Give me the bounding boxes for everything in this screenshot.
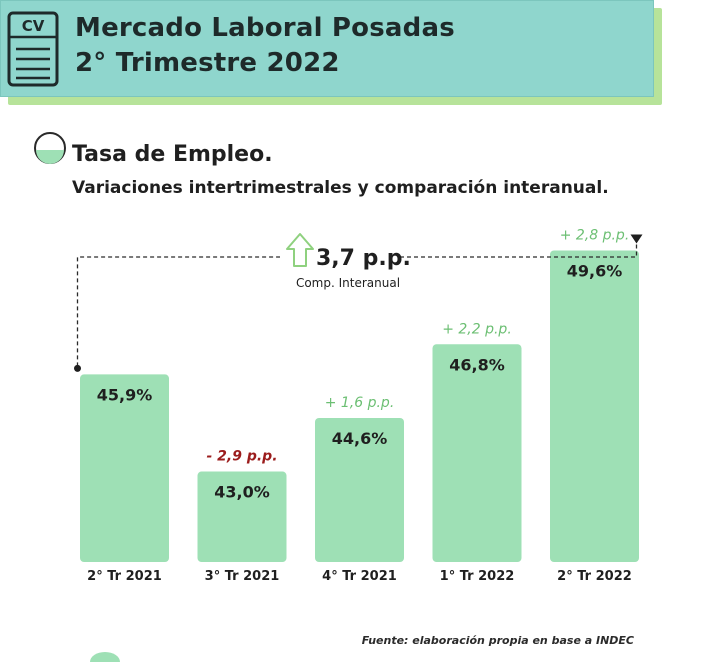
interannual-bracket-right: [400, 238, 638, 258]
bar-value-label-3: 44,6%: [332, 429, 388, 448]
bar-3: [315, 417, 404, 562]
interannual-caption: Comp. Interanual: [296, 276, 400, 290]
bar-value-label-4: 46,8%: [449, 355, 505, 374]
x-tick-label-3: 4° Tr 2021: [322, 569, 397, 584]
bar-value-label-1: 45,9%: [97, 385, 153, 404]
bar-1: [80, 374, 169, 562]
x-tick-label-4: 1° Tr 2022: [440, 569, 515, 584]
interannual-bracket-arrowhead: [630, 234, 643, 244]
change-label-3: + 1,6 p.p.: [325, 395, 395, 411]
page-title-line-1: Mercado Laboral Posadas: [75, 13, 455, 43]
change-label-4: + 2,2 p.p.: [442, 321, 512, 337]
change-label-2: - 2,9 p.p.: [206, 449, 277, 465]
section-bullet-icon: [34, 132, 66, 164]
bar-5: [550, 250, 639, 562]
employment-rate-chart: 45,9% 2° Tr 2021 43,0% 3° Tr 2021 - 2,9 p.p.…: [74, 227, 643, 584]
interannual-value-label: 3,7 p.p.: [316, 246, 411, 271]
header-banner: CV Mercado Laboral Posadas 2° Trimestre …: [0, 0, 654, 97]
bar-4: [432, 344, 522, 562]
next-section-bullet-icon: [90, 652, 120, 662]
x-tick-label-1: 2° Tr 2021: [87, 569, 162, 584]
source-note: Fuente: elaboración propia en base a IND…: [361, 634, 634, 647]
interannual-up-arrow-icon: [286, 233, 314, 267]
section-title: Tasa de Empleo.: [72, 142, 273, 167]
interannual-bracket-left: [76, 256, 280, 367]
x-tick-label-2: 3° Tr 2021: [205, 569, 280, 584]
page-title: Mercado Laboral Posadas 2° Trimestre 202…: [75, 11, 455, 81]
bar-2: [197, 471, 287, 562]
bar-value-label-2: 43,0%: [214, 483, 270, 502]
section-subtitle: Variaciones intertrimestrales y comparac…: [72, 178, 609, 198]
cv-icon-label: CV: [22, 17, 45, 35]
cv-document-icon: CV: [7, 11, 59, 87]
page-title-line-2: 2° Trimestre 2022: [75, 48, 340, 78]
bar-value-label-5: 49,6%: [567, 261, 623, 280]
interannual-bracket-start-dot: [74, 364, 81, 372]
x-tick-label-5: 2° Tr 2022: [557, 569, 632, 584]
change-label-5: + 2,8 p.p.: [560, 227, 630, 243]
